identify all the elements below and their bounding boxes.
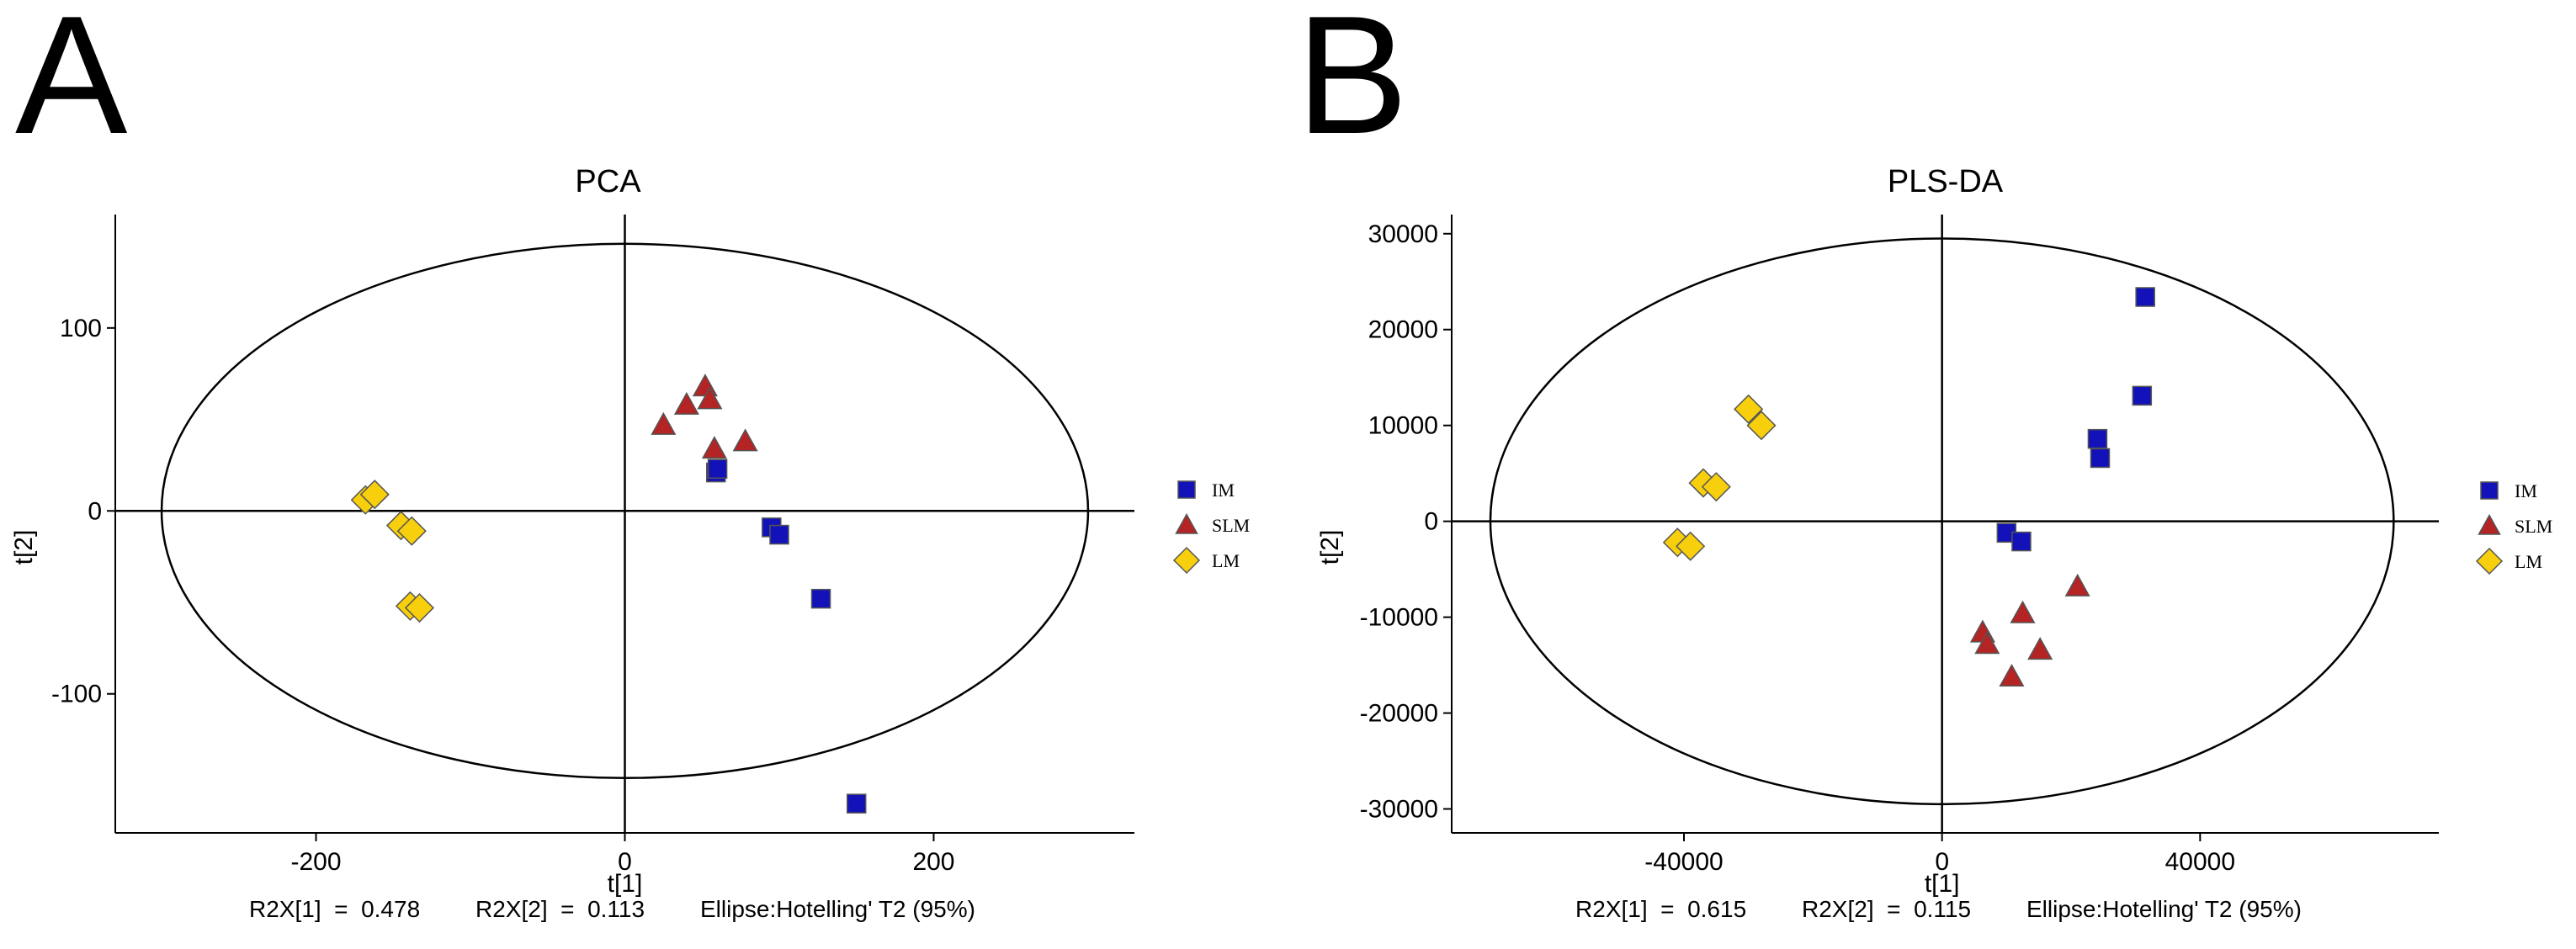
data-point-lm — [1734, 394, 1764, 424]
legend-label-slm: SLM — [1212, 515, 1250, 536]
chart-title: PCA — [575, 164, 641, 199]
x-tick-label: 200 — [912, 848, 954, 876]
panel-label-b: B — [1296, 0, 1409, 169]
y-tick-label: -20000 — [1360, 700, 1438, 728]
y-tick-label: 20000 — [1368, 316, 1438, 344]
panel-label-a: A — [15, 0, 128, 169]
legend-marker-im — [1177, 480, 1196, 499]
y-tick-label: 10000 — [1368, 412, 1438, 440]
chart-title: PLS-DA — [1888, 164, 2004, 199]
x-tick-label: -40000 — [1644, 848, 1723, 876]
x-tick-label: 0 — [618, 848, 632, 876]
y-tick-label: 0 — [88, 497, 102, 525]
data-point-slm — [1974, 631, 2000, 655]
data-point-slm — [697, 386, 723, 410]
footer-stat: R2X[1] = 0.615 — [1575, 896, 1746, 922]
legend-marker-lm — [1172, 546, 1201, 575]
footer-stat: R2X[2] = 0.113 — [475, 896, 645, 922]
data-point-im — [707, 459, 728, 480]
data-point-im — [2132, 385, 2153, 406]
data-point-im — [810, 588, 831, 609]
footer-stat: Ellipse:Hotelling' T2 (95%) — [700, 896, 975, 922]
chart-plsda: -40000 0 40000 -30000 -20000 -10000 0 10000 2000… — [1316, 164, 2552, 922]
data-point-slm — [2064, 573, 2090, 596]
y-tick-label: 30000 — [1368, 220, 1438, 248]
legend-label-im: IM — [1212, 480, 1235, 501]
data-point-slm — [651, 411, 677, 435]
data-point-lm — [404, 592, 435, 623]
y-tick-label: -10000 — [1360, 604, 1438, 632]
y-axis-label: t[2] — [10, 530, 38, 565]
hotelling-ellipse — [1489, 237, 2395, 806]
data-point-slm — [2027, 637, 2053, 660]
data-point-slm — [1999, 663, 2025, 687]
data-point-im — [846, 793, 867, 814]
x-tick-label: 0 — [1935, 848, 1949, 876]
legend-marker-lm — [2475, 547, 2504, 575]
y-tick-label: 0 — [1424, 508, 1438, 536]
y-tick-label: -100 — [51, 681, 102, 708]
data-point-slm — [732, 428, 758, 452]
legend-label-im: IM — [2515, 480, 2537, 501]
data-point-lm — [1701, 472, 1731, 502]
y-axis-label: t[2] — [1316, 530, 1344, 565]
legend-marker-im — [2480, 481, 2499, 500]
data-point-im — [2135, 287, 2155, 307]
x-tick-label: 40000 — [2165, 848, 2235, 876]
x-axis-label: t[1] — [608, 870, 643, 898]
footer-stat: R2X[2] = 0.115 — [1802, 896, 1971, 922]
data-point-slm — [2010, 600, 2036, 623]
y-tick-label: -30000 — [1360, 796, 1438, 824]
hotelling-ellipse — [160, 242, 1090, 780]
legend-label-lm: LM — [1212, 550, 1240, 571]
data-point-im — [769, 524, 789, 545]
legend-label-lm: LM — [2515, 551, 2542, 572]
chart-pca: -200 0 200 -100 0 100 PCA t[1] t[2] R2X[1] = 0.47… — [10, 164, 1250, 922]
data-point-lm — [1676, 531, 1706, 561]
data-point-lm — [359, 480, 390, 510]
data-point-im — [2087, 428, 2108, 449]
legend-marker-slm — [2478, 513, 2501, 535]
data-point-lm — [1746, 411, 1777, 441]
legend-label-slm: SLM — [2515, 516, 2552, 537]
data-point-slm — [673, 391, 699, 415]
x-tick-label: -200 — [291, 848, 342, 876]
legend-marker-slm — [1175, 512, 1198, 534]
data-point-lm — [396, 516, 427, 546]
data-point-slm — [692, 374, 718, 397]
data-point-im — [2090, 448, 2111, 469]
footer-stat: R2X[1] = 0.478 — [249, 896, 420, 922]
data-point-im — [2011, 531, 2032, 552]
data-point-slm — [701, 436, 727, 459]
footer-stat: Ellipse:Hotelling' T2 (95%) — [2026, 896, 2302, 922]
x-axis-label: t[1] — [1925, 870, 1960, 898]
y-tick-label: 100 — [60, 315, 102, 342]
